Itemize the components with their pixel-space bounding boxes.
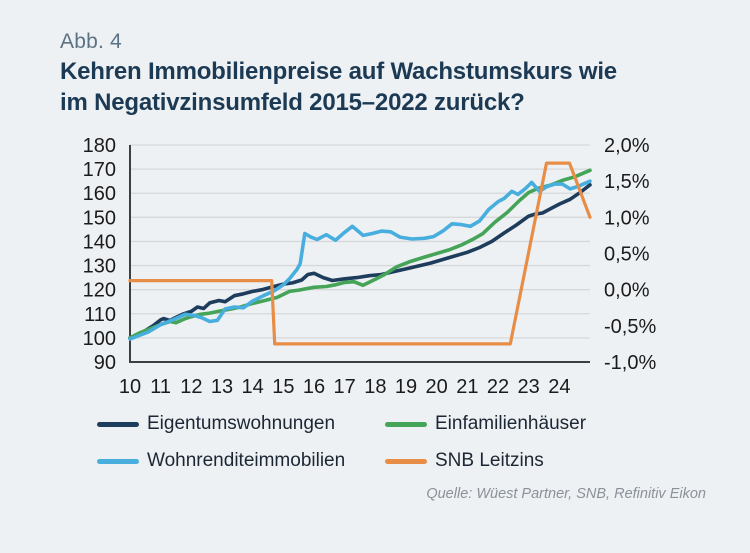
x-axis-tick-label: 13	[211, 376, 233, 398]
x-axis-tick-label: 10	[119, 376, 141, 398]
y-axis-tick-label-right: 1,5%	[604, 171, 650, 193]
line-swatch-icon	[97, 421, 139, 427]
y-axis-tick-label-left: 160	[83, 183, 116, 205]
source-note: Quelle: Wüest Partner, SNB, Refinitiv Ei…	[426, 486, 706, 502]
figure-title: Kehren Immobilienpreise auf Wachstumskur…	[60, 56, 617, 118]
y-axis-tick-label-left: 90	[94, 352, 116, 374]
line-swatch-icon	[385, 458, 427, 464]
y-axis-tick-label-right: -1,0%	[604, 352, 656, 374]
legend-label: Wohnrenditeimmobilien	[147, 450, 346, 471]
legend-label: Eigentumswohnungen	[147, 413, 336, 434]
figure-label: Abb. 4	[60, 30, 122, 53]
x-axis-tick-label: 22	[487, 376, 509, 398]
series-line-einfamilienh-user	[128, 168, 592, 340]
figure-title-line1: Kehren Immobilienpreise auf Wachstumskur…	[60, 58, 617, 85]
y-axis-tick-label-right: 0,5%	[604, 244, 650, 266]
x-axis-tick-label: 23	[518, 376, 540, 398]
x-axis-tick-label: 17	[334, 376, 356, 398]
line-swatch-icon	[385, 421, 427, 427]
y-axis-tick-label-right: -0,5%	[604, 316, 656, 338]
x-axis-tick-label: 21	[456, 376, 478, 398]
y-axis-tick-label-right: 0,0%	[604, 280, 650, 302]
x-axis-tick-label: 12	[180, 376, 202, 398]
x-axis-tick-label: 15	[272, 376, 294, 398]
line-swatch-icon	[97, 458, 139, 464]
legend-item-einfamilienhaeuser: Einfamilienhäuser	[385, 412, 586, 436]
y-axis-tick-label-right: 1,0%	[604, 207, 650, 229]
x-axis-tick-label: 19	[395, 376, 417, 398]
y-axis-tick-label-left: 140	[83, 231, 116, 253]
y-axis-tick-label-left: 100	[83, 328, 116, 350]
y-axis-tick-label-left: 120	[83, 280, 116, 302]
legend-label: Einfamilienhäuser	[435, 413, 587, 434]
y-axis-tick-label-left: 150	[83, 207, 116, 229]
chart-legend: Eigentumswohnungen Einfamilienhäuser Woh…	[97, 412, 586, 473]
legend-item-wohnrenditeimmobilien: Wohnrenditeimmobilien	[97, 449, 385, 473]
x-axis-tick-label: 11	[150, 376, 171, 398]
x-axis-tick-label: 14	[242, 376, 264, 398]
series-line-wohnrenditeimmobilien	[128, 179, 592, 341]
y-axis-tick-label-left: 170	[83, 159, 116, 181]
legend-item-eigentumswohnungen: Eigentumswohnungen	[97, 412, 385, 436]
y-axis-tick-label-left: 180	[83, 135, 116, 157]
y-axis-tick-label-left: 110	[84, 304, 116, 326]
legend-label: SNB Leitzins	[435, 450, 544, 471]
y-axis-tick-label-right: 2,0%	[604, 135, 650, 157]
x-axis-tick-label: 18	[364, 376, 386, 398]
figure-title-line2: im Negativzinsumfeld 2015–2022 zurück?	[60, 89, 525, 116]
x-axis-tick-label: 24	[548, 376, 570, 398]
x-axis-tick-label: 20	[426, 376, 448, 398]
legend-item-snb-leitzins: SNB Leitzins	[385, 449, 586, 473]
x-axis-tick-label: 16	[303, 376, 325, 398]
series-line-snb-leitzins	[128, 161, 592, 346]
y-axis-tick-label-left: 130	[83, 256, 116, 278]
